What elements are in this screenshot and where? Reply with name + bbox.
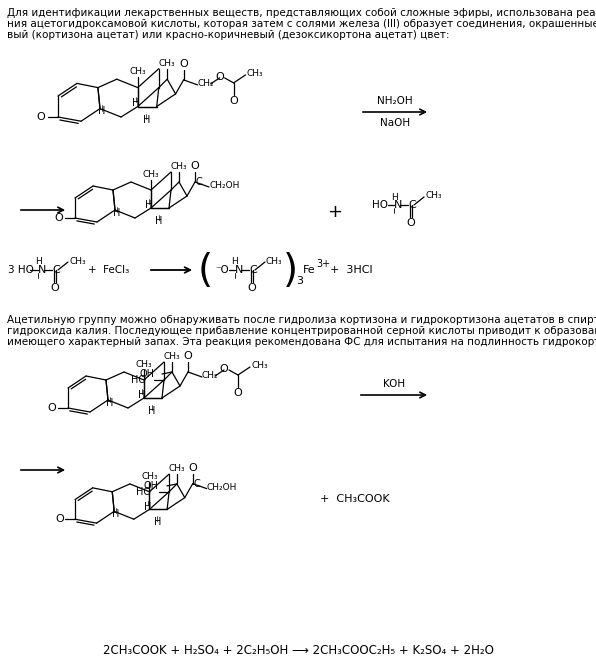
Text: 3+: 3+	[316, 259, 330, 269]
Text: O: O	[55, 514, 64, 524]
Text: O: O	[406, 218, 415, 228]
Text: CH₃: CH₃	[141, 472, 158, 481]
Text: N: N	[235, 265, 243, 275]
Text: 3: 3	[296, 276, 303, 286]
Text: H: H	[154, 517, 161, 527]
Text: Fe: Fe	[303, 265, 316, 275]
Text: Ацетильную группу можно обнаруживать после гидролиза кортизона и гидрокортизона : Ацетильную группу можно обнаруживать пос…	[7, 315, 596, 325]
Text: H: H	[35, 257, 41, 266]
Text: O: O	[247, 283, 256, 293]
Text: H: H	[113, 509, 120, 519]
Text: CH₃: CH₃	[251, 362, 268, 371]
Text: CH₃: CH₃	[129, 67, 146, 76]
Text: C: C	[196, 177, 203, 187]
Text: O: O	[215, 72, 224, 82]
Text: O: O	[219, 364, 228, 374]
Text: O: O	[179, 59, 188, 69]
Text: имеющего характерный запах. Эта реакция рекомендована ФС для испытания на подлин: имеющего характерный запах. Эта реакция …	[7, 337, 596, 347]
Text: O: O	[234, 388, 243, 398]
Text: H: H	[113, 208, 120, 218]
Text: +  FeCl₃: + FeCl₃	[88, 265, 129, 275]
Text: C: C	[408, 200, 416, 210]
Text: ⁻O: ⁻O	[215, 265, 229, 275]
Text: O: O	[188, 463, 197, 472]
Text: CH₃: CH₃	[169, 464, 185, 473]
Text: 2CH₃COOK + H₂SO₄ + 2C₂H₅OH ⟶ 2CH₃COOC₂H₅ + K₂SO₄ + 2H₂O: 2CH₃COOK + H₂SO₄ + 2C₂H₅OH ⟶ 2CH₃COOC₂H₅…	[103, 645, 493, 657]
Text: CH₂: CH₂	[202, 371, 219, 381]
Text: (: (	[198, 252, 213, 290]
Text: H: H	[145, 200, 153, 210]
Text: ): )	[283, 252, 298, 290]
Text: +: +	[327, 203, 343, 221]
Text: O: O	[48, 403, 57, 413]
Text: CH₃: CH₃	[247, 70, 263, 78]
Text: H: H	[390, 193, 398, 202]
Text: C: C	[52, 265, 60, 275]
Text: гидроксида калия. Последующее прибавление концентрированной серной кислоты приво: гидроксида калия. Последующее прибавлени…	[7, 326, 596, 336]
Text: CH₃: CH₃	[266, 257, 283, 265]
Text: H: H	[144, 502, 151, 512]
Text: CH₃: CH₃	[159, 59, 175, 68]
Text: HO: HO	[372, 200, 388, 210]
Text: NaOH: NaOH	[380, 118, 410, 128]
Text: CH₃: CH₃	[142, 170, 159, 179]
Text: H: H	[138, 390, 145, 400]
Text: C: C	[249, 265, 257, 275]
Text: CH₃: CH₃	[136, 360, 153, 369]
Text: OH: OH	[139, 369, 154, 379]
Text: H: H	[132, 98, 139, 108]
Text: H: H	[156, 216, 163, 226]
Text: O: O	[229, 96, 238, 106]
Text: H: H	[148, 406, 156, 416]
Text: CH₂: CH₂	[198, 80, 214, 88]
Text: +  CH₃COOK: + CH₃COOK	[320, 494, 390, 504]
Text: CH₂OH: CH₂OH	[207, 483, 237, 492]
Text: H: H	[106, 398, 114, 408]
Text: O: O	[184, 351, 193, 361]
Text: 3 HO: 3 HO	[8, 265, 34, 275]
Text: N: N	[38, 265, 46, 275]
Text: CH₃: CH₃	[164, 352, 181, 361]
Text: NH₂OH: NH₂OH	[377, 96, 413, 106]
Text: O: O	[191, 161, 200, 171]
Text: Для идентификации лекарственных веществ, представляющих собой сложные эфиры, исп: Для идентификации лекарственных веществ,…	[7, 8, 596, 18]
Text: C: C	[194, 478, 200, 488]
Text: O: O	[37, 112, 45, 122]
Text: O: O	[55, 213, 63, 223]
Text: ния ацетогидроксамовой кислоты, которая затем с солями железа (III) образует сое: ния ацетогидроксамовой кислоты, которая …	[7, 19, 596, 29]
Text: HO: HO	[131, 375, 146, 385]
Text: CH₂OH: CH₂OH	[209, 182, 240, 190]
Text: H: H	[142, 115, 150, 125]
Text: HO: HO	[136, 487, 151, 496]
Text: N: N	[394, 200, 402, 210]
Text: H: H	[232, 257, 238, 266]
Text: O: O	[51, 283, 60, 293]
Text: CH₃: CH₃	[69, 257, 86, 265]
Text: CH₃: CH₃	[170, 162, 187, 171]
Text: OH: OH	[144, 481, 159, 491]
Text: вый (кортизона ацетат) или красно-коричневый (дезоксикортона ацетат) цвет:: вый (кортизона ацетат) или красно-коричн…	[7, 30, 449, 40]
Text: CH₃: CH₃	[425, 192, 442, 200]
Text: KOH: KOH	[383, 379, 405, 389]
Text: H: H	[98, 107, 105, 117]
Text: +  3HCl: + 3HCl	[330, 265, 372, 275]
